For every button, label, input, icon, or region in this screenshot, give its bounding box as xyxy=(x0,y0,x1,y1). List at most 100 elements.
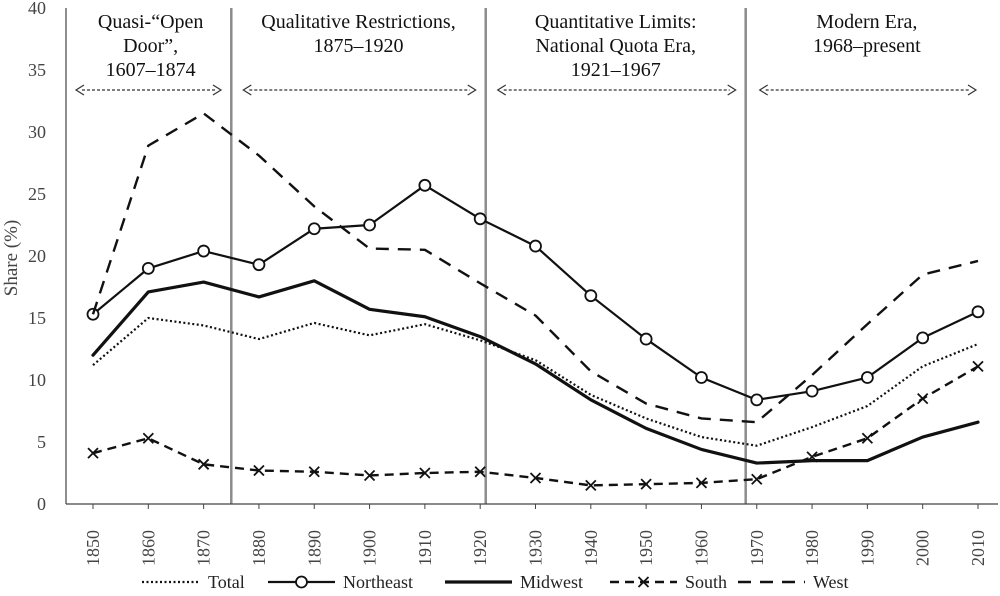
y-ticks: 0 5 10 15 20 25 30 35 40 xyxy=(28,0,46,514)
era-label: 1607–1874 xyxy=(106,59,196,81)
y-tick-label: 35 xyxy=(28,60,46,80)
series-line-midwest xyxy=(91,279,980,465)
data-point-northeast xyxy=(971,305,985,319)
y-tick-label: 20 xyxy=(28,246,46,266)
era-label: 1875–1920 xyxy=(314,35,404,57)
series-line-northeast xyxy=(91,184,980,401)
x-tick-label: 1870 xyxy=(194,530,214,566)
x-tick-label: 1880 xyxy=(249,530,269,566)
series-northeast xyxy=(86,178,985,407)
x-tick-label: 2000 xyxy=(913,530,933,566)
data-point-south xyxy=(474,466,486,478)
x-tick-label: 1920 xyxy=(470,530,490,566)
data-point-northeast xyxy=(252,258,266,272)
x-tick-label: 1860 xyxy=(138,530,158,566)
x-tick-label: 2010 xyxy=(968,530,988,566)
legend-marker-northeast xyxy=(295,575,308,589)
data-point-northeast xyxy=(639,332,653,346)
y-tick-label: 30 xyxy=(28,122,46,142)
x-tick-label: 1960 xyxy=(691,530,711,566)
y-tick-label: 40 xyxy=(28,0,46,18)
x-tick-label: 1950 xyxy=(636,530,656,566)
data-point-south xyxy=(197,458,210,470)
data-point-south xyxy=(695,477,708,489)
era-arrow-head-left xyxy=(242,84,252,96)
era-arrow-head-right xyxy=(467,84,477,96)
data-point-south xyxy=(917,392,929,405)
data-point-northeast xyxy=(473,212,487,226)
data-point-south xyxy=(640,478,652,490)
data-point-northeast xyxy=(860,371,874,384)
series-line-south xyxy=(92,365,979,487)
y-tick-label: 10 xyxy=(28,370,46,390)
data-point-northeast xyxy=(197,244,211,258)
series-line-total xyxy=(92,316,979,447)
x-tick-label: 1850 xyxy=(83,530,103,566)
era-label: Modern Era, xyxy=(816,11,917,33)
x-tick-label: 1900 xyxy=(360,530,380,566)
legend-label-total: Total xyxy=(208,572,245,592)
data-point-south xyxy=(585,479,597,492)
era-label: Quantitative Limits: xyxy=(535,11,697,33)
x-tick-label: 1980 xyxy=(802,530,822,566)
data-point-northeast xyxy=(805,384,819,398)
data-point-south xyxy=(253,464,265,477)
data-point-northeast xyxy=(418,178,432,192)
legend-label-south: South xyxy=(685,572,727,592)
era-arrow-head-left xyxy=(496,84,507,96)
y-tick-label: 5 xyxy=(37,432,46,452)
data-point-northeast xyxy=(916,331,930,345)
legend-label-west: West xyxy=(813,572,849,592)
y-tick-label: 0 xyxy=(37,494,46,514)
series-group xyxy=(86,112,985,492)
x-tick-label: 1970 xyxy=(747,530,767,566)
legend-item-northeast: Northeast xyxy=(268,572,413,592)
era-arrow-head-right xyxy=(967,84,978,96)
data-point-south xyxy=(142,432,154,444)
x-tick-label: 1910 xyxy=(415,530,435,566)
x-tick-label: 1890 xyxy=(304,530,324,566)
x-tick-label: 1940 xyxy=(581,530,601,566)
era-arrow-head-left xyxy=(758,84,769,96)
legend-item-midwest: Midwest xyxy=(445,572,583,592)
era-label: 1968–present xyxy=(813,35,921,57)
y-tick-label: 25 xyxy=(28,184,46,204)
era-arrow-head-right xyxy=(727,84,737,96)
series-total xyxy=(92,316,979,447)
y-axis-title: Share (%) xyxy=(1,220,22,297)
data-point-south xyxy=(87,447,99,459)
series-line-west xyxy=(91,112,979,424)
data-point-northeast xyxy=(584,289,598,303)
era-label: National Quota Era, xyxy=(535,35,696,57)
legend-marker-south xyxy=(637,576,650,588)
axes: Share (%) xyxy=(1,8,998,505)
era-label: Quasi-“Open xyxy=(98,11,204,33)
data-point-northeast xyxy=(695,371,708,384)
data-point-northeast xyxy=(363,218,376,232)
legend-label-northeast: Northeast xyxy=(343,572,413,592)
data-point-south xyxy=(419,467,431,479)
era-label: Door”, xyxy=(123,35,178,57)
data-point-south xyxy=(861,432,874,444)
legend-item-south: South xyxy=(610,572,727,592)
era-label: Qualitative Restrictions, xyxy=(261,11,455,33)
y-tick-label: 15 xyxy=(28,308,46,328)
data-point-south xyxy=(308,466,320,478)
legend-label-midwest: Midwest xyxy=(520,572,583,592)
data-point-south xyxy=(751,473,763,485)
series-south xyxy=(87,360,984,492)
x-tick-label: 1990 xyxy=(857,530,877,566)
data-point-northeast xyxy=(307,222,321,236)
data-point-northeast xyxy=(141,261,155,275)
legend-item-total: Total xyxy=(142,572,245,592)
era-label: 1921–1967 xyxy=(571,59,661,81)
data-point-south xyxy=(972,360,984,372)
x-tick-label: 1930 xyxy=(526,530,546,566)
data-point-northeast xyxy=(529,239,542,253)
era-arrow-head-right xyxy=(212,84,223,96)
legend: Total Northeast Midwest South West xyxy=(142,572,849,592)
legend-item-west: West xyxy=(738,572,849,592)
data-point-south xyxy=(363,469,376,482)
